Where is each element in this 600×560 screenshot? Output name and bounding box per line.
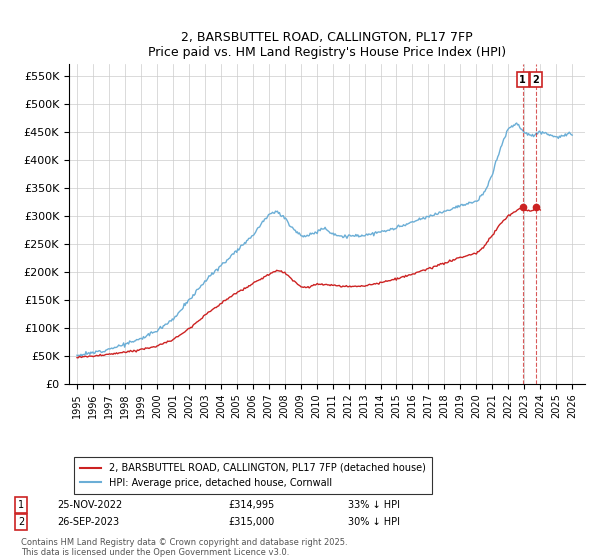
Title: 2, BARSBUTTEL ROAD, CALLINGTON, PL17 7FP
Price paid vs. HM Land Registry's House: 2, BARSBUTTEL ROAD, CALLINGTON, PL17 7FP… bbox=[148, 31, 506, 59]
Text: 33% ↓ HPI: 33% ↓ HPI bbox=[348, 500, 400, 510]
Text: Contains HM Land Registry data © Crown copyright and database right 2025.
This d: Contains HM Land Registry data © Crown c… bbox=[21, 538, 347, 557]
Text: £315,000: £315,000 bbox=[228, 517, 274, 527]
Text: 1: 1 bbox=[520, 74, 526, 85]
Legend: 2, BARSBUTTEL ROAD, CALLINGTON, PL17 7FP (detached house), HPI: Average price, d: 2, BARSBUTTEL ROAD, CALLINGTON, PL17 7FP… bbox=[74, 457, 431, 493]
Text: 26-SEP-2023: 26-SEP-2023 bbox=[57, 517, 119, 527]
Text: 25-NOV-2022: 25-NOV-2022 bbox=[57, 500, 122, 510]
Text: 2: 2 bbox=[18, 517, 24, 527]
Text: 2: 2 bbox=[533, 74, 539, 85]
Text: 30% ↓ HPI: 30% ↓ HPI bbox=[348, 517, 400, 527]
Text: £314,995: £314,995 bbox=[228, 500, 274, 510]
Text: 1: 1 bbox=[18, 500, 24, 510]
